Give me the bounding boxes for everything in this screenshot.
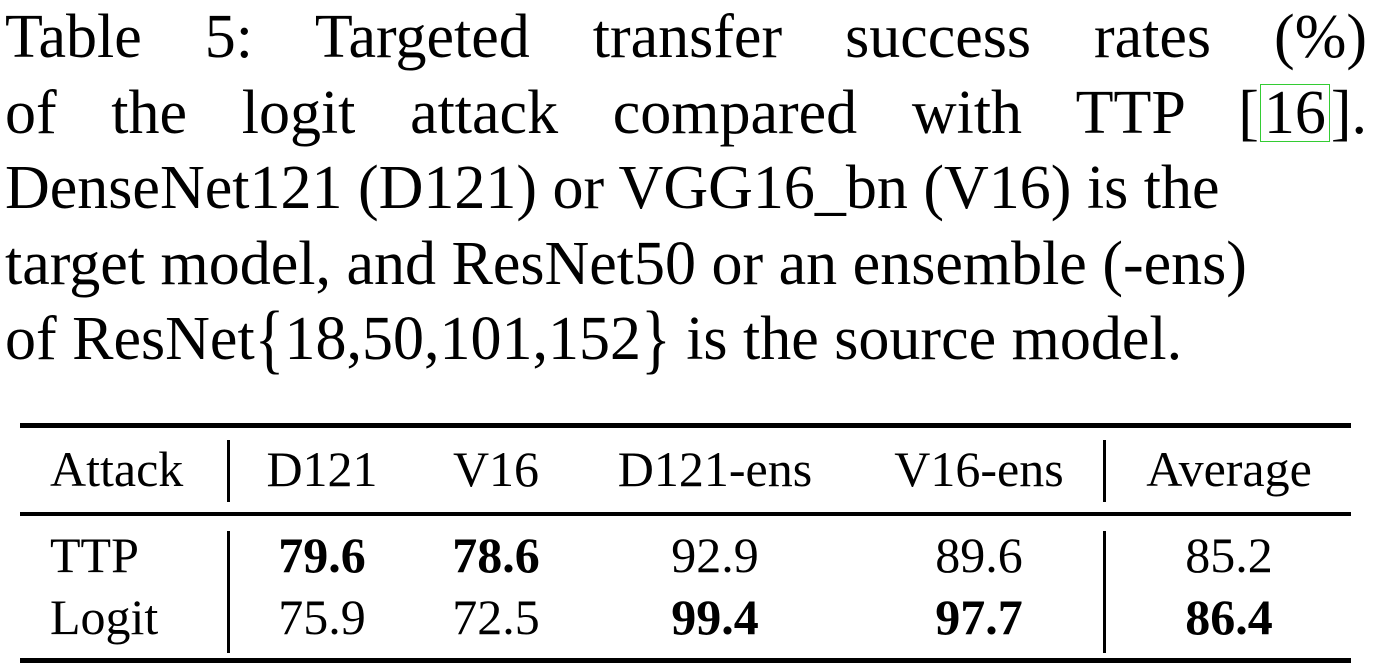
header-attack: Attack (50, 441, 184, 497)
row-logit-v16-ens: 97.7 (935, 589, 1023, 645)
row-ttp-average: 85.2 (1185, 527, 1273, 583)
body-separator-1 (227, 531, 230, 653)
row-ttp-v16-ens: 89.6 (935, 527, 1023, 583)
header-d121: D121 (266, 441, 378, 497)
caption-line-5-text: of ResNet (5, 305, 255, 373)
caption-line-4: target model, and ResNet50 or an ensembl… (5, 229, 1247, 298)
caption-line-2-text: of the logit attack compared with TTP [ (5, 78, 1259, 147)
row-ttp-attack: TTP (50, 527, 139, 583)
citation-link[interactable]: 16 (1259, 82, 1330, 144)
row-ttp-v16: 78.6 (452, 527, 540, 583)
resnet-depths: 18,50,101,152 (284, 305, 641, 373)
row-logit-d121: 75.9 (278, 589, 366, 645)
caption-line-2-end: ]. (1330, 78, 1367, 147)
row-logit-d121-ens: 99.4 (671, 589, 759, 645)
row-logit-attack: Logit (50, 589, 159, 645)
row-ttp-d121: 79.6 (278, 527, 366, 583)
table-top-rule (20, 423, 1351, 428)
caption-line-2: of the logit attack compared with TTP [1… (5, 76, 1367, 152)
table-bottom-rule (20, 658, 1351, 663)
body-separator-2 (1103, 531, 1106, 653)
row-logit-v16: 72.5 (452, 589, 540, 645)
row-logit-average: 86.4 (1185, 589, 1273, 645)
table-caption: Table 5: Targeted transfer success rates… (5, 0, 1367, 381)
header-v16-ens: V16-ens (894, 441, 1064, 497)
caption-line-5: of ResNet{18,50,101,152} is the source m… (5, 296, 1367, 381)
table-header-rule (20, 512, 1351, 516)
header-separator-1 (227, 440, 230, 502)
header-separator-2 (1103, 440, 1106, 502)
caption-line-1: Table 5: Targeted transfer success rates… (5, 3, 1367, 71)
header-d121-ens: D121-ens (617, 441, 813, 497)
row-ttp-d121-ens: 92.9 (671, 527, 759, 583)
header-v16: V16 (452, 441, 540, 497)
open-brace: { (254, 296, 285, 382)
caption-line-5-end: is the source model. (670, 305, 1183, 373)
header-average: Average (1146, 441, 1312, 497)
caption-line-3: DenseNet121 (D121) or VGG16_bn (V16) is … (5, 154, 1220, 222)
close-brace: } (640, 296, 671, 382)
